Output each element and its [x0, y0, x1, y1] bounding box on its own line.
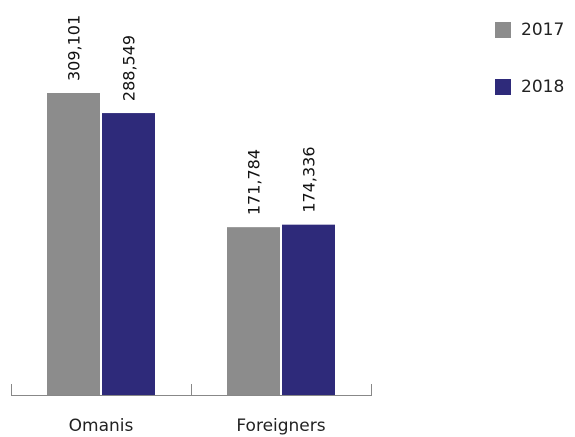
bars-group	[47, 93, 335, 395]
legend-item-2018: 2018	[495, 77, 564, 97]
bar-foreigners-2018	[282, 224, 335, 395]
bar-omanis-2017	[47, 93, 100, 395]
x-axis: Omanis Foreigners	[11, 384, 372, 436]
value-labels-group: 309,101 288,549 171,784 174,336	[65, 15, 319, 215]
legend: 2017 2018	[495, 20, 564, 134]
value-label-omanis-2018: 288,549	[120, 35, 139, 101]
value-label-foreigners-2018: 174,336	[300, 146, 319, 212]
value-label-foreigners-2017: 171,784	[245, 149, 264, 215]
category-label-omanis: Omanis	[69, 416, 134, 436]
legend-swatch-2017	[495, 22, 511, 38]
bar-omanis-2018	[102, 113, 155, 395]
legend-label-2018: 2018	[521, 77, 565, 97]
legend-item-2017: 2017	[495, 20, 564, 40]
category-label-foreigners: Foreigners	[236, 416, 325, 436]
bar-foreigners-2017	[227, 227, 280, 395]
value-label-omanis-2017: 309,101	[65, 15, 84, 81]
legend-label-2017: 2017	[521, 20, 565, 40]
legend-swatch-2018	[495, 79, 511, 95]
